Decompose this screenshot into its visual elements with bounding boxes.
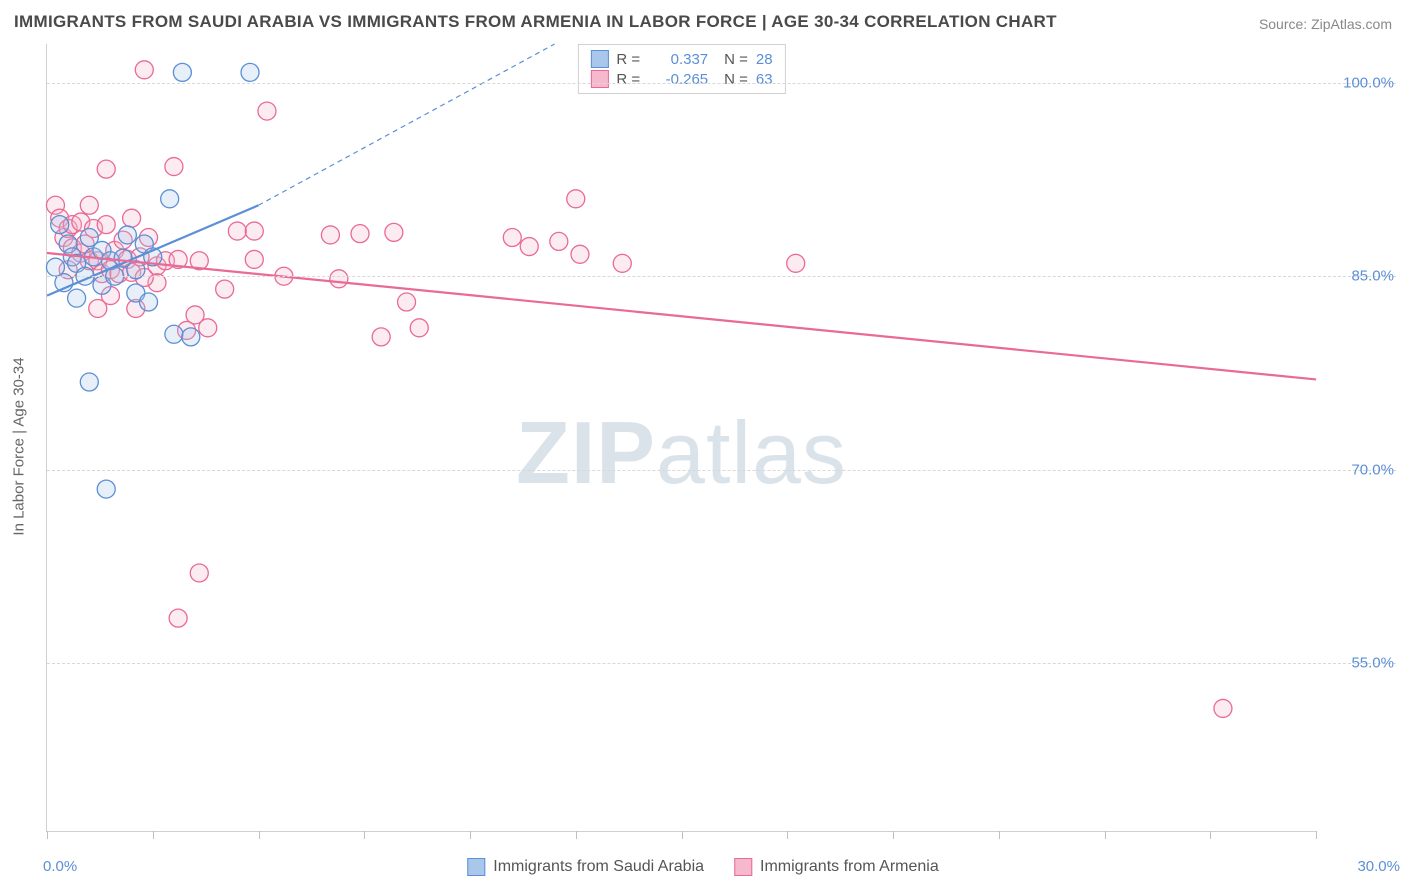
y-axis-label: In Labor Force | Age 30-34 xyxy=(11,357,28,535)
source-attribution: Source: ZipAtlas.com xyxy=(1259,16,1392,32)
y-tick-label: 85.0% xyxy=(1351,268,1394,285)
legend-label-saudi: Immigrants from Saudi Arabia xyxy=(493,858,704,876)
series-legend: Immigrants from Saudi Arabia Immigrants … xyxy=(467,858,938,876)
y-tick-label: 55.0% xyxy=(1351,655,1394,672)
r-value-saudi: 0.337 xyxy=(648,51,708,68)
correlation-row-armenia: R = -0.265 N = 63 xyxy=(590,69,772,89)
swatch-armenia xyxy=(590,70,608,88)
n-label: N = xyxy=(724,51,748,68)
swatch-saudi xyxy=(590,50,608,68)
legend-swatch-saudi xyxy=(467,858,485,876)
r-label: R = xyxy=(616,51,640,68)
correlation-row-saudi: R = 0.337 N = 28 xyxy=(590,49,772,69)
y-tick-label: 100.0% xyxy=(1343,74,1394,91)
chart-container: IMMIGRANTS FROM SAUDI ARABIA VS IMMIGRAN… xyxy=(0,0,1406,892)
plot-area: In Labor Force | Age 30-34 ZIPatlas R = … xyxy=(46,44,1316,832)
n-value-armenia: 63 xyxy=(756,71,773,88)
legend-item-saudi: Immigrants from Saudi Arabia xyxy=(467,858,704,876)
r-label-2: R = xyxy=(616,71,640,88)
scatter-plot-svg xyxy=(47,44,1316,831)
x-axis-max-label: 30.0% xyxy=(1357,858,1400,875)
x-axis-min-label: 0.0% xyxy=(43,858,77,875)
r-value-armenia: -0.265 xyxy=(648,71,708,88)
legend-item-armenia: Immigrants from Armenia xyxy=(734,858,939,876)
y-tick-label: 70.0% xyxy=(1351,461,1394,478)
legend-swatch-armenia xyxy=(734,858,752,876)
legend-label-armenia: Immigrants from Armenia xyxy=(760,858,939,876)
n-label-2: N = xyxy=(724,71,748,88)
n-value-saudi: 28 xyxy=(756,51,773,68)
correlation-legend: R = 0.337 N = 28 R = -0.265 N = 63 xyxy=(577,44,785,94)
chart-title: IMMIGRANTS FROM SAUDI ARABIA VS IMMIGRAN… xyxy=(14,12,1057,32)
